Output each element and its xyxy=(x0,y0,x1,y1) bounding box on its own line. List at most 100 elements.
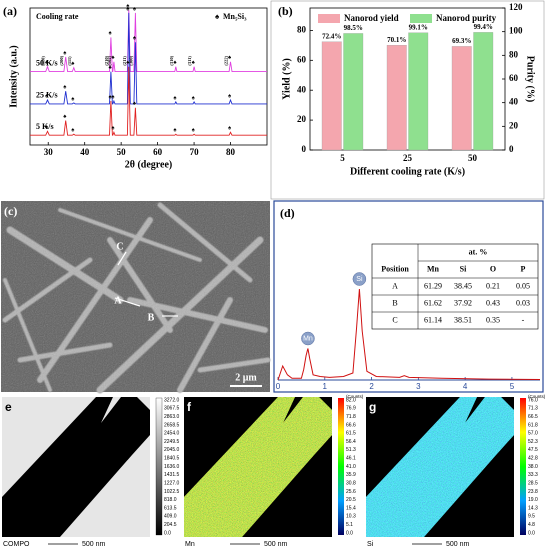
table-cell: 0.05 xyxy=(516,281,530,290)
colorbar-label: 61.8 xyxy=(528,422,538,428)
peak-marker: ♠ xyxy=(133,101,137,107)
table-cell: O xyxy=(490,264,496,273)
colorbar-label: 76.9 xyxy=(346,406,356,412)
peak-marker: ♠ xyxy=(192,60,196,66)
peak-marker: ♠ xyxy=(45,125,49,131)
peak-marker: ♠ xyxy=(228,126,232,132)
peak-label: (200) xyxy=(59,55,64,65)
value-label: 69.3% xyxy=(452,37,471,45)
bar xyxy=(451,46,472,151)
spectrum xyxy=(277,288,541,381)
value-label: 72.4% xyxy=(322,32,341,40)
peak-marker: ♠ xyxy=(133,6,137,12)
colorbar-label: 35.9 xyxy=(346,472,356,478)
colorbar-label: 0.0 xyxy=(346,530,353,536)
sem-label: C xyxy=(116,241,123,252)
table-cell: Position xyxy=(381,264,409,273)
colorbar-label: 204.5 xyxy=(164,522,177,528)
colorbar-label: 4.8 xyxy=(528,522,535,528)
panel-label: (d) xyxy=(280,206,295,220)
sem-label: A xyxy=(114,295,122,306)
legend-swatch xyxy=(410,14,432,23)
colorbar-label: 47.5 xyxy=(528,447,538,453)
x-tick-label: 5 xyxy=(340,153,345,163)
colorbar-label: 1022.5 xyxy=(164,489,180,495)
peak-marker: ♠ xyxy=(63,85,67,91)
panel-label: (b) xyxy=(278,4,293,18)
series-label: 5 K/s xyxy=(36,122,54,131)
colorbar-title: (Counts) xyxy=(528,394,545,399)
colorbar-label: 5.1 xyxy=(346,522,353,528)
colorbar-label: 56.4 xyxy=(346,439,356,445)
xrd-curve xyxy=(30,9,267,73)
peak-badge xyxy=(352,272,367,286)
series-label: 50 K/s xyxy=(36,58,58,67)
colorbar-label: 38.0 xyxy=(528,464,538,470)
x-tick-label: 1 xyxy=(323,382,328,391)
colorbar-label: 2454.0 xyxy=(164,431,180,437)
x-tick-label: 2 xyxy=(369,382,374,391)
x-tick-label: 60 xyxy=(153,147,163,157)
peak-marker: ♠ xyxy=(63,114,67,120)
table-cell: 0.21 xyxy=(486,281,500,290)
plot-frame xyxy=(29,7,268,146)
table-cell: A xyxy=(392,281,398,290)
peak-badge xyxy=(301,331,315,346)
colorbar-label: 71.3 xyxy=(528,406,538,412)
peak-marker: ♠ xyxy=(228,93,232,99)
y-tick-label: 20 xyxy=(297,114,307,124)
peak-marker: ♠ xyxy=(108,31,112,37)
panel-label: e xyxy=(5,400,12,414)
table-cell: 38.51 xyxy=(454,315,472,324)
peak-marker: ♠ xyxy=(45,60,49,66)
colorbar-label: 61.5 xyxy=(346,431,356,437)
colorbar-label: 23.8 xyxy=(528,489,538,495)
y2-tick-label: 60 xyxy=(509,73,519,83)
y2-tick-label: 120 xyxy=(509,2,523,12)
peak-marker: ♠ xyxy=(63,50,67,56)
xrd-curve xyxy=(30,66,267,136)
x-tick-label: 5 xyxy=(510,382,515,391)
colorbar-label: 2249.5 xyxy=(164,439,180,445)
map-label: COMPO xyxy=(3,541,30,548)
colorbar-label: 66.5 xyxy=(528,414,538,420)
colorbar-label: 82.0 xyxy=(346,397,356,403)
table-cell: 0.03 xyxy=(516,298,530,307)
colorbar-label: 3272.0 xyxy=(164,397,180,403)
legend-label: Mn₅Si₃ xyxy=(223,12,247,21)
colorbar-label: 52.3 xyxy=(528,439,538,445)
peak-marker: ♠ xyxy=(71,128,75,134)
y2-axis-label: Purity (%) xyxy=(525,56,536,102)
peak-label: (210) xyxy=(104,55,109,65)
peak-label: (310) xyxy=(169,55,174,65)
peak-marker: ♠ xyxy=(173,128,177,134)
colorbar-label: 613.5 xyxy=(164,505,177,511)
series-label: 25 K/s xyxy=(36,91,58,100)
colorbar-label: 33.3 xyxy=(528,472,538,478)
x-tick-label: 80 xyxy=(226,147,236,157)
x-tick-label: 30 xyxy=(44,147,54,157)
bar xyxy=(473,32,494,151)
peak-marker: ♠ xyxy=(45,93,49,99)
table-cell: 38.45 xyxy=(454,281,472,290)
table-cell: Mn xyxy=(427,264,440,273)
colorbar-label: 25.6 xyxy=(346,489,356,495)
scale-bar-label: 500 nm xyxy=(82,541,106,548)
y2-tick-label: 40 xyxy=(509,97,519,107)
table-cell: B xyxy=(392,298,397,307)
peak-marker: ♠ xyxy=(126,6,130,12)
colorbar-label: 818.0 xyxy=(164,497,177,503)
peak-marker: ♠ xyxy=(192,95,196,101)
legend-label: Nanorod yield xyxy=(344,13,399,23)
colorbar-label: 41.0 xyxy=(346,464,356,470)
y-axis-label: Yield (%) xyxy=(281,58,292,100)
colorbar-label: 14.3 xyxy=(528,505,538,511)
peak-label: (300) xyxy=(128,55,133,65)
y-tick-label: 60 xyxy=(297,54,307,64)
legend-swatch xyxy=(318,14,340,23)
xrd-curve xyxy=(30,12,267,105)
panel-label: (a) xyxy=(3,4,17,18)
sem-image xyxy=(1,201,271,394)
table-frame xyxy=(371,243,539,330)
